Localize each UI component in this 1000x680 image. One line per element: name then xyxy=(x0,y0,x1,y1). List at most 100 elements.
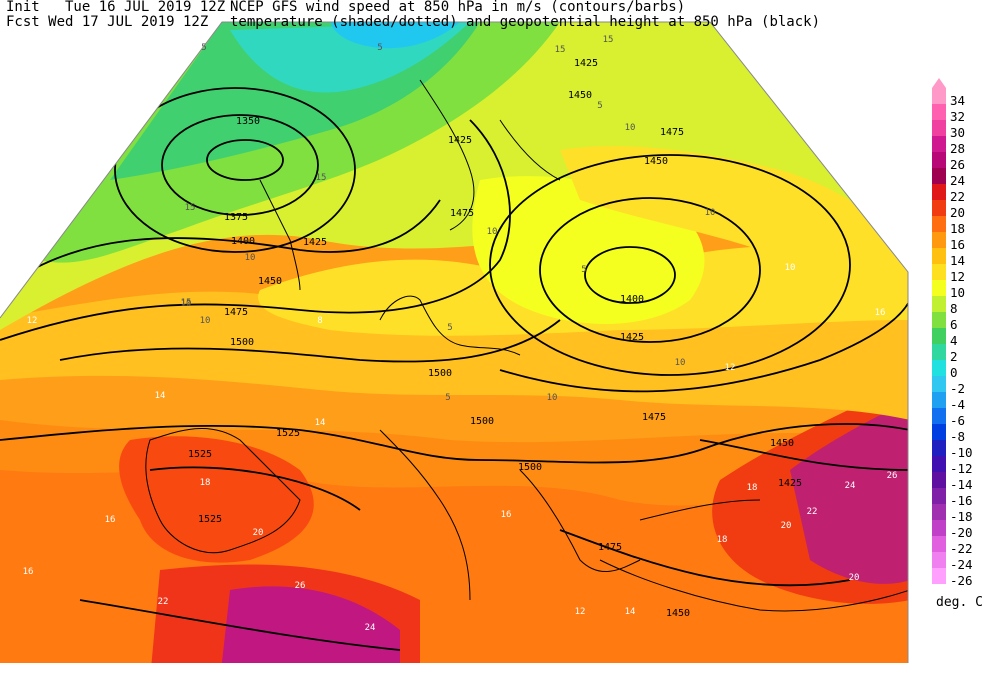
svg-text:15: 15 xyxy=(185,203,196,213)
colorbar-swatch xyxy=(932,536,946,552)
colorbar-swatch xyxy=(932,440,946,456)
svg-text:10: 10 xyxy=(487,227,498,237)
svg-text:22: 22 xyxy=(158,597,169,607)
colorbar-label: -22 xyxy=(950,541,973,556)
svg-text:10: 10 xyxy=(785,263,796,273)
colorbar-swatch xyxy=(932,552,946,568)
colorbar-swatch xyxy=(932,424,946,440)
colorbar-swatch xyxy=(932,264,946,280)
svg-text:22: 22 xyxy=(807,507,818,517)
height-label: 1475 xyxy=(642,412,666,423)
colorbar-label: 34 xyxy=(950,93,966,108)
colorbar-units: deg. C xyxy=(936,595,983,610)
colorbar-swatch xyxy=(932,248,946,264)
wind-labels: 15 15 15 10 5 10 5 10 15 10 5 10 15 10 5… xyxy=(181,35,716,403)
svg-text:10: 10 xyxy=(200,316,211,326)
height-label: 1450 xyxy=(568,90,592,101)
colorbar-label: -24 xyxy=(950,557,973,572)
height-label: 1425 xyxy=(448,135,472,146)
height-label: 1450 xyxy=(258,276,282,287)
colorbar-swatch xyxy=(932,232,946,248)
svg-text:15: 15 xyxy=(316,173,327,183)
height-label: 1475 xyxy=(660,127,684,138)
coastlines xyxy=(145,79,908,612)
colorbar-swatch xyxy=(932,376,946,392)
colorbar-label: -16 xyxy=(950,493,973,508)
colorbar-label: 20 xyxy=(950,205,966,220)
colorbar-label: -14 xyxy=(950,477,973,492)
colorbar-label: 12 xyxy=(950,269,966,284)
svg-text:5: 5 xyxy=(377,43,382,53)
svg-text:5: 5 xyxy=(597,101,602,111)
svg-text:10: 10 xyxy=(675,358,686,368)
height-label: 1450 xyxy=(770,438,794,449)
height-label: 1425 xyxy=(303,237,327,248)
colorbar-label: 8 xyxy=(950,301,958,316)
svg-text:10: 10 xyxy=(705,208,716,218)
height-label: 1500 xyxy=(470,416,494,427)
colorbar-swatch xyxy=(932,136,946,152)
svg-text:18: 18 xyxy=(747,483,758,493)
colorbar-label: 22 xyxy=(950,189,966,204)
colorbar-label: -12 xyxy=(950,461,973,476)
svg-text:15: 15 xyxy=(603,35,614,45)
colorbar-swatch xyxy=(932,312,946,328)
colorbar-swatch xyxy=(932,88,946,104)
colorbar-top-arrow xyxy=(932,78,946,88)
colorbar-swatch xyxy=(932,520,946,536)
height-label: 1475 xyxy=(598,542,622,553)
height-label: 1500 xyxy=(230,337,254,348)
height-label: 1350 xyxy=(236,116,260,127)
svg-text:24: 24 xyxy=(845,481,856,491)
svg-text:14: 14 xyxy=(155,391,166,401)
svg-text:16: 16 xyxy=(23,567,34,577)
svg-text:15: 15 xyxy=(555,45,566,55)
colorbar-swatch xyxy=(932,200,946,216)
height-labels: 1350 1375 1400 1425 1450 1475 1500 1525 … xyxy=(188,58,802,619)
svg-text:20: 20 xyxy=(849,573,860,583)
colorbar-label: 14 xyxy=(950,253,966,268)
colorbar-swatch xyxy=(932,328,946,344)
title-line-2: temperature (shaded/dotted) and geopoten… xyxy=(230,14,821,30)
colorbar-label: 24 xyxy=(950,173,966,188)
colorbar-swatch xyxy=(932,168,946,184)
svg-text:8: 8 xyxy=(317,316,322,326)
colorbar-label: -10 xyxy=(950,445,973,460)
colorbar-label: -8 xyxy=(950,429,966,444)
colorbar-label: -18 xyxy=(950,509,973,524)
colorbar-swatch xyxy=(932,216,946,232)
svg-text:15: 15 xyxy=(181,298,192,308)
svg-text:10: 10 xyxy=(245,253,256,263)
svg-text:26: 26 xyxy=(887,471,898,481)
svg-text:5: 5 xyxy=(201,43,206,53)
colorbar-swatch xyxy=(932,296,946,312)
svg-text:5: 5 xyxy=(445,393,450,403)
svg-text:24: 24 xyxy=(365,623,376,633)
height-label: 1475 xyxy=(450,208,474,219)
colorbar-label: 6 xyxy=(950,317,958,332)
svg-text:14: 14 xyxy=(625,607,636,617)
title-line-1: NCEP GFS wind speed at 850 hPa in m/s (c… xyxy=(230,0,686,15)
colorbar-swatch xyxy=(932,568,946,584)
colorbar-label: -20 xyxy=(950,525,973,540)
init-line: Init Tue 16 JUL 2019 12Z xyxy=(6,0,226,15)
colorbar-label: -6 xyxy=(950,413,966,428)
colorbar-swatch xyxy=(932,392,946,408)
svg-text:18: 18 xyxy=(200,478,211,488)
colorbar-swatch xyxy=(932,120,946,136)
colorbar-swatch xyxy=(932,504,946,520)
colorbar-label: 18 xyxy=(950,221,966,236)
svg-text:10: 10 xyxy=(181,299,192,309)
height-label: 1400 xyxy=(231,236,255,247)
fcst-line: Fcst Wed 17 JUL 2019 12Z xyxy=(6,14,209,30)
svg-text:26: 26 xyxy=(295,581,306,591)
colorbar-label: 26 xyxy=(950,157,966,172)
colorbar-label: -26 xyxy=(950,573,973,588)
colorbar-swatch xyxy=(932,184,946,200)
height-label: 1525 xyxy=(198,514,222,525)
colorbar-swatch xyxy=(932,152,946,168)
height-label: 1500 xyxy=(428,368,452,379)
svg-text:18: 18 xyxy=(717,535,728,545)
height-label: 1525 xyxy=(276,428,300,439)
